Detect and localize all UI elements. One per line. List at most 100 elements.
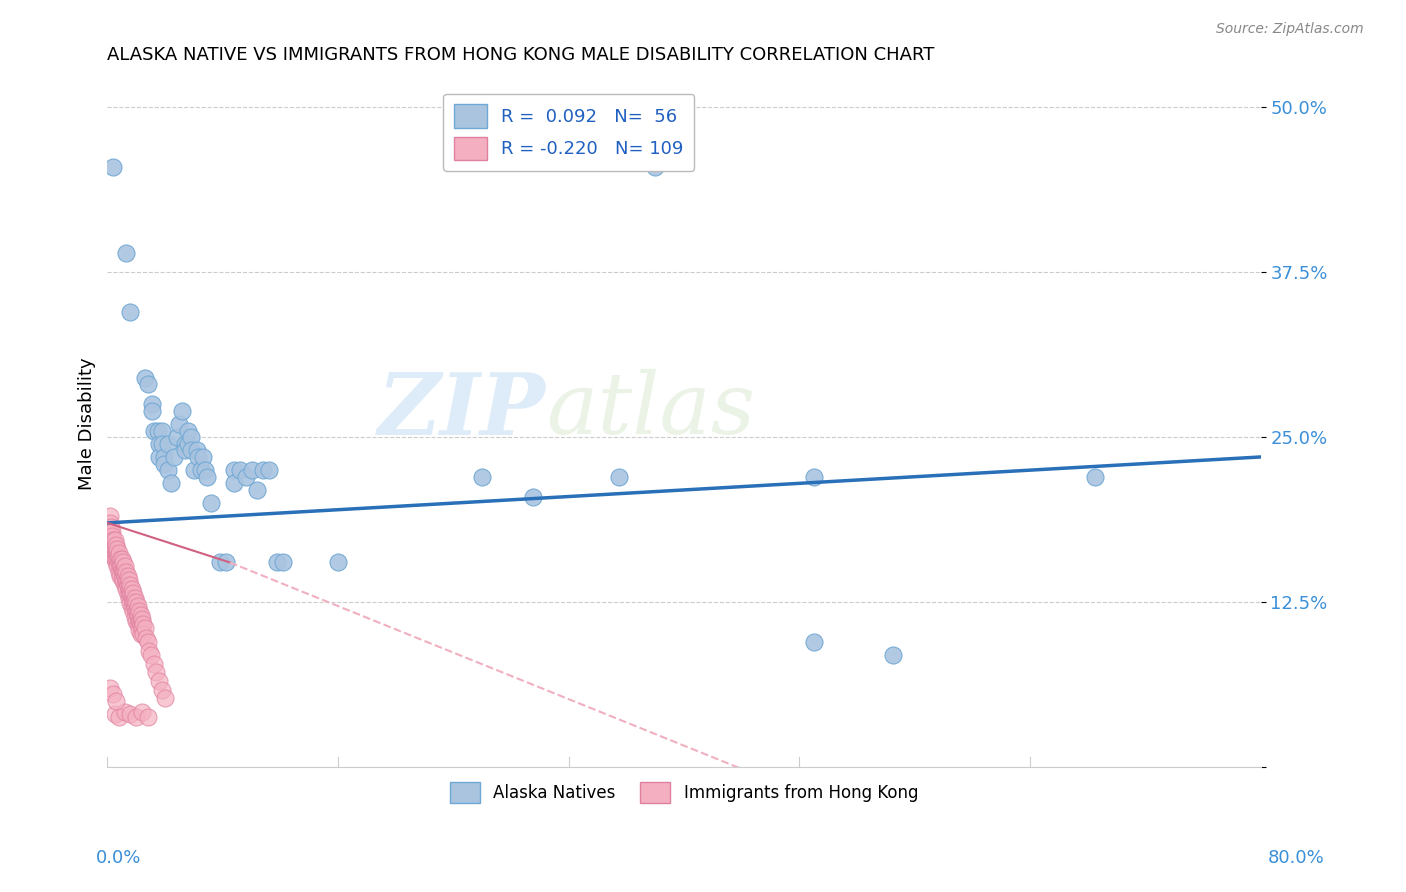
Point [132,617,155,632]
Point [103,551,125,566]
Point [145,665,167,679]
Point [471,469,494,483]
Point [101,542,124,557]
Point [131,622,153,636]
Point [138,644,160,658]
Point [114,578,136,592]
Point [180,443,202,458]
Point [187,450,209,464]
Point [326,556,349,570]
Point [246,483,269,497]
Point [131,612,153,626]
Point [105,538,128,552]
Point [174,437,197,451]
Point [240,463,263,477]
Y-axis label: Male Disability: Male Disability [79,358,96,491]
Point [122,595,145,609]
Point [224,476,246,491]
Point [112,574,135,588]
Point [107,551,129,566]
Point [150,683,173,698]
Point [121,591,143,606]
Point [127,608,149,623]
Point [115,573,138,587]
Point [169,417,191,431]
Point [101,549,124,563]
Point [132,626,155,640]
Point [124,600,146,615]
Point [98,529,121,543]
Point [134,622,156,636]
Point [142,657,165,671]
Point [112,565,135,579]
Point [120,305,142,319]
Point [150,437,173,451]
Point [103,542,125,557]
Point [108,565,131,579]
Text: ZIP: ZIP [378,368,546,452]
Point [121,591,143,606]
Point [229,463,252,477]
Point [152,457,174,471]
Point [136,377,159,392]
Point [107,549,129,563]
Point [129,626,152,640]
Point [108,546,131,560]
Point [214,556,236,570]
Point [118,573,141,587]
Point [139,648,162,662]
Point [111,562,134,576]
Point [224,463,246,477]
Point [117,587,139,601]
Point [107,559,129,574]
Point [100,520,122,534]
Point [257,463,280,477]
Point [177,437,200,451]
Point [114,568,136,582]
Point [111,571,134,585]
Point [136,710,159,724]
Point [120,596,142,610]
Point [124,600,146,615]
Point [110,559,132,574]
Point [208,556,231,570]
Point [180,430,202,444]
Point [172,404,194,418]
Legend: Alaska Natives, Immigrants from Hong Kong: Alaska Natives, Immigrants from Hong Kon… [443,775,925,810]
Point [120,587,142,601]
Point [114,705,136,719]
Point [98,509,121,524]
Point [191,450,214,464]
Text: ALASKA NATIVE VS IMMIGRANTS FROM HONG KONG MALE DISABILITY CORRELATION CHART: ALASKA NATIVE VS IMMIGRANTS FROM HONG KO… [107,46,935,64]
Point [141,397,163,411]
Point [120,707,142,722]
Point [174,443,197,458]
Point [120,587,142,601]
Point [107,542,129,557]
Point [101,160,124,174]
Point [118,582,141,596]
Point [129,617,152,632]
Point [115,582,138,596]
Point [125,604,148,618]
Point [101,529,124,543]
Point [177,424,200,438]
Point [1084,469,1107,483]
Point [100,525,122,540]
Text: 80.0%: 80.0% [1268,849,1324,867]
Point [607,469,630,483]
Point [112,556,135,570]
Point [522,490,544,504]
Point [163,450,186,464]
Point [128,604,150,618]
Point [105,556,128,570]
Point [103,533,125,547]
Point [129,608,152,623]
Point [152,450,174,464]
Point [125,614,148,628]
Point [125,595,148,609]
Point [115,574,138,588]
Point [108,710,131,724]
Point [644,160,666,174]
Point [124,609,146,624]
